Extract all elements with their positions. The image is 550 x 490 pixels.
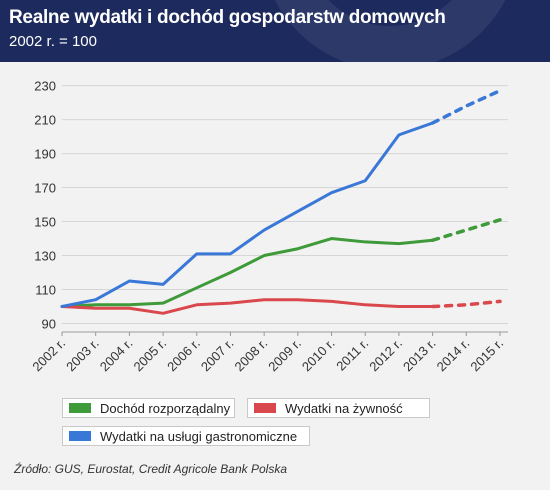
y-tick-label: 150	[34, 215, 56, 230]
x-tick-label: 2003 r.	[63, 336, 102, 375]
legend-item-gastronomy: Wydatki na usługi gastronomiczne	[62, 426, 310, 446]
y-tick-label: 230	[34, 79, 56, 94]
series-line-forecast-2	[430, 88, 502, 125]
y-tick-label: 170	[34, 181, 56, 196]
legend-item-income: Dochód rozporządalny	[62, 398, 235, 418]
x-tick-label: 2009 r.	[265, 336, 304, 375]
legend-label-gastronomy: Wydatki na usługi gastronomiczne	[100, 428, 298, 444]
x-tick-label: 2008 r.	[232, 336, 271, 375]
y-tick-label: 210	[34, 113, 56, 128]
y-tick-label: 90	[42, 317, 56, 332]
y-axis: 90 110 130 150 170 190 210 230	[34, 79, 56, 332]
series-lines	[60, 88, 502, 315]
chart-title: Realne wydatki i dochód gospodarstw domo…	[9, 7, 446, 28]
x-tick-label: 2011 r.	[333, 336, 371, 374]
legend-label-income: Dochód rozporządalny	[100, 400, 231, 416]
x-tick-label: 2014 r.	[434, 336, 473, 375]
x-tick-label: 2012 r.	[366, 336, 405, 375]
series-line-actual-1	[60, 298, 435, 315]
legend-item-food: Wydatki na żywność	[247, 398, 430, 418]
chart-header: Realne wydatki i dochód gospodarstw domo…	[0, 0, 550, 62]
series-line-forecast-0	[430, 218, 502, 242]
x-tick-label: 2004 r.	[97, 336, 136, 375]
x-tick-label: 2010 r.	[299, 336, 338, 375]
source-note: Źródło: GUS, Eurostat, Credit Agricole B…	[14, 462, 287, 476]
series-line-actual-0	[60, 237, 435, 309]
y-tick-label: 190	[34, 147, 56, 162]
x-axis: 2002 r.2003 r.2004 r.2005 r.2006 r.2007 …	[29, 331, 508, 375]
legend-label-food: Wydatki na żywność	[285, 400, 403, 416]
x-tick-label: 2006 r.	[164, 336, 203, 375]
legend-swatch-gastronomy	[69, 431, 91, 441]
chart-subtitle: 2002 r. = 100	[9, 33, 97, 50]
y-tick-label: 110	[35, 283, 56, 298]
x-tick-label: 2007 r.	[198, 336, 237, 375]
legend-swatch-income	[69, 403, 91, 413]
legend-swatch-food	[254, 403, 276, 413]
x-tick-label: 2015 r.	[467, 336, 506, 375]
series-line-forecast-1	[430, 299, 502, 309]
x-tick-label: 2005 r.	[130, 336, 169, 375]
series-line-actual-2	[60, 121, 435, 309]
x-tick-label: 2013 r.	[400, 336, 439, 375]
x-tick-label: 2002 r.	[29, 336, 68, 375]
y-tick-label: 130	[34, 249, 56, 264]
grid-lines	[62, 85, 508, 325]
